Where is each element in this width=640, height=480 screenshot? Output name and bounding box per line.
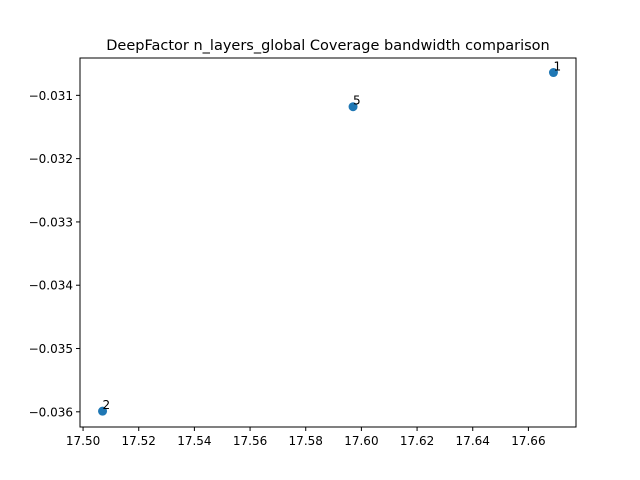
chart-title: DeepFactor n_layers_global Coverage band… xyxy=(106,38,549,54)
plot-area: 17.50 17.52 17.54 17.56 17.58 17.60 17.62 17.64… xyxy=(29,60,562,448)
data-point-label: 1 xyxy=(553,60,561,74)
plot-frame xyxy=(79,57,577,428)
data-point-label: 5 xyxy=(353,94,361,108)
x-tick-label: 17.58 xyxy=(289,434,323,448)
x-tick-label: 17.50 xyxy=(66,434,100,448)
y-tick-label: −0.034 xyxy=(29,279,73,293)
x-tick-label: 17.64 xyxy=(456,434,490,448)
data-point xyxy=(98,406,108,416)
y-tick-label: −0.035 xyxy=(29,342,73,356)
x-tick-label: 17.52 xyxy=(122,434,156,448)
x-tick-label: 17.54 xyxy=(177,434,211,448)
data-point xyxy=(548,68,558,78)
x-tick-label: 17.60 xyxy=(344,434,378,448)
x-tick-label: 17.62 xyxy=(400,434,434,448)
data-point-label: 2 xyxy=(103,398,111,412)
y-tick-label: −0.032 xyxy=(29,152,73,166)
y-tick-label: −0.033 xyxy=(29,215,73,229)
y-tick-label: −0.036 xyxy=(29,405,73,419)
x-tick-label: 17.66 xyxy=(511,434,545,448)
data-point xyxy=(348,102,358,112)
x-tick-label: 17.56 xyxy=(233,434,267,448)
y-tick-label: −0.031 xyxy=(29,89,73,103)
